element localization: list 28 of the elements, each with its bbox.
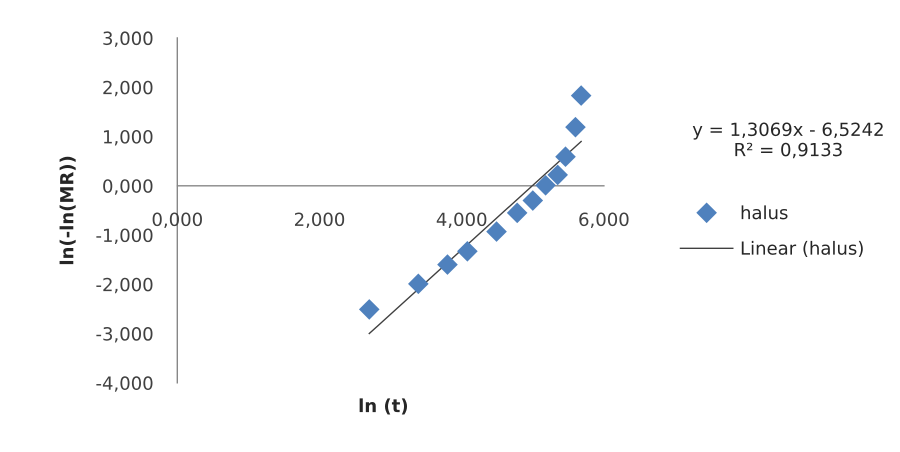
y-tick-label: -1,000 <box>96 228 152 244</box>
x-tick-label: 6,000 <box>579 212 629 228</box>
y-tick-label: 0,000 <box>103 179 152 195</box>
y-axis-title: ln(-ln(MR)) <box>60 156 76 264</box>
point <box>507 202 528 223</box>
y-tick-label: -4,000 <box>96 376 152 392</box>
y-tick-label: 1,000 <box>104 130 152 146</box>
point <box>408 274 428 294</box>
x-tick-label: 2,000 <box>294 212 344 228</box>
point <box>437 254 458 275</box>
point <box>457 241 478 262</box>
point <box>565 117 586 138</box>
y-tick-label: -2,000 <box>96 278 152 294</box>
point <box>555 146 576 167</box>
y-tick-label: -3,000 <box>96 327 152 343</box>
text: y = 1,3069x - 6,5242 R² = 0,9133 <box>692 122 883 158</box>
point <box>486 222 507 242</box>
point <box>536 175 556 196</box>
y-tick-label: 2,000 <box>103 80 152 96</box>
legend-label: Linear (halus) <box>742 240 863 258</box>
x-axis-title: ln (t) <box>360 398 408 414</box>
point <box>522 190 543 211</box>
y-tick-label: 3,000 <box>103 31 152 47</box>
point <box>359 299 380 320</box>
x-tick-label: 4,000 <box>436 212 486 228</box>
legend-label: halus <box>742 205 788 220</box>
point <box>548 164 568 185</box>
point <box>571 86 592 106</box>
